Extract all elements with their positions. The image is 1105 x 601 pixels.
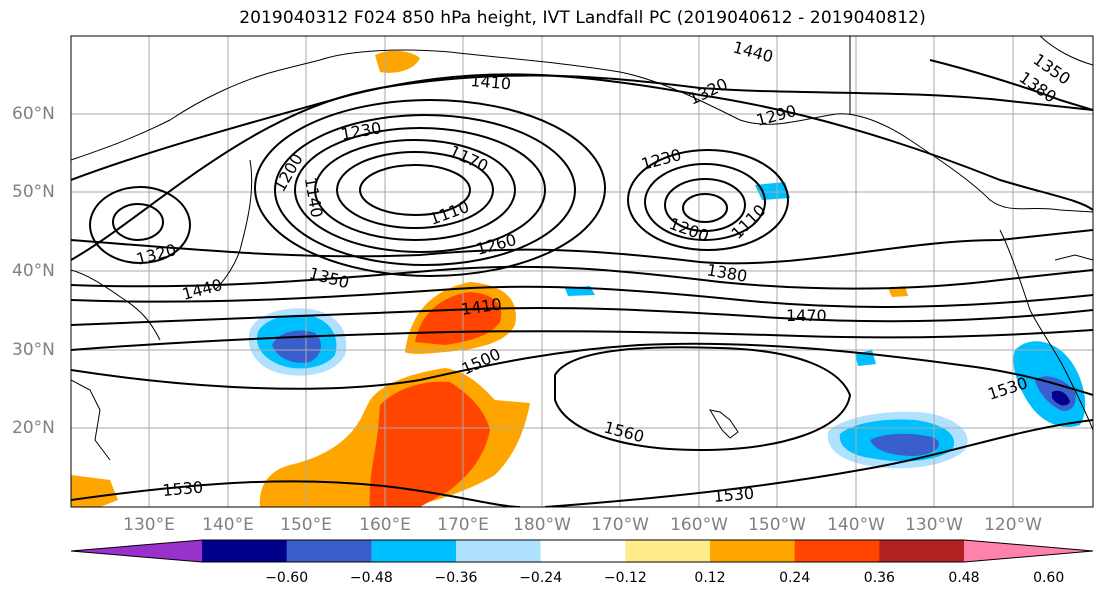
longitude-label: 140°W <box>827 515 885 535</box>
ivt-negative-core <box>870 433 939 456</box>
colorbar-tick-label: −0.36 <box>434 570 478 586</box>
latitude-label: 40°N <box>12 261 55 281</box>
ivt-positive-region <box>375 50 420 73</box>
ivt-shading <box>71 50 1086 507</box>
longitude-label: 140°E <box>202 515 254 535</box>
contour-label: 1440 <box>180 275 224 304</box>
ivt-positive-region <box>71 475 118 507</box>
contour-label: 1320 <box>134 240 178 269</box>
longitude-label: 170°W <box>591 515 649 535</box>
longitude-label: 150°E <box>280 515 332 535</box>
ivt-positive-core <box>369 381 490 507</box>
longitude-label: 170°E <box>437 515 489 535</box>
colorbar-tick-label: −0.24 <box>519 570 563 586</box>
contour-label: 1230 <box>339 118 382 144</box>
height-contours <box>71 59 1093 507</box>
contour-label: 1230 <box>639 145 683 174</box>
ivt-negative-core <box>272 330 322 363</box>
colorbar-tick-label: 0.48 <box>948 570 980 586</box>
contour-label: 1530 <box>162 478 204 500</box>
contour-label: 1530 <box>985 373 1030 404</box>
longitude-label: 120°W <box>984 515 1042 535</box>
map-title: 2019040312 F024 850 hPa height, IVT Land… <box>239 8 926 28</box>
contour-label: 1440 <box>731 38 775 67</box>
colorbar-tick-label: −0.48 <box>349 570 393 586</box>
latitude-label: 60°N <box>12 104 55 124</box>
longitude-label: 130°E <box>123 515 175 535</box>
colorbar-tick-label: −0.12 <box>603 570 647 586</box>
colorbar-tick-label: −0.60 <box>265 570 309 586</box>
latitude-label: 20°N <box>12 418 55 438</box>
longitude-label: 160°W <box>670 515 728 535</box>
contour-label: 1470 <box>786 306 827 325</box>
colorbar-tick-label: 0.24 <box>779 570 811 586</box>
contour-label: 1260 <box>474 230 518 259</box>
contour-label: 1350 <box>307 264 351 293</box>
longitude-label: 180°W <box>513 515 571 535</box>
contour-label: 1410 <box>470 71 512 93</box>
longitude-label: 150°W <box>748 515 806 535</box>
coastlines <box>71 36 1093 461</box>
map-frame <box>70 35 1094 508</box>
colorbar-tick-label: 0.12 <box>694 570 726 586</box>
colorbar-tick-label: 0.36 <box>863 570 895 586</box>
contour-label: 1200 <box>270 150 307 195</box>
colorbar-tick-label: 0.60 <box>1033 570 1065 586</box>
longitude-label: 130°W <box>905 515 963 535</box>
latitude-label: 50°N <box>12 182 55 202</box>
contour-label: 1530 <box>713 484 755 506</box>
contour-label: 1320 <box>686 74 731 108</box>
longitude-label: 160°E <box>359 515 411 535</box>
contour-label: 1170 <box>446 141 491 175</box>
contour-label: 1200 <box>667 214 712 246</box>
latitude-label: 30°N <box>12 340 55 360</box>
ivt-negative-core <box>1052 390 1070 406</box>
